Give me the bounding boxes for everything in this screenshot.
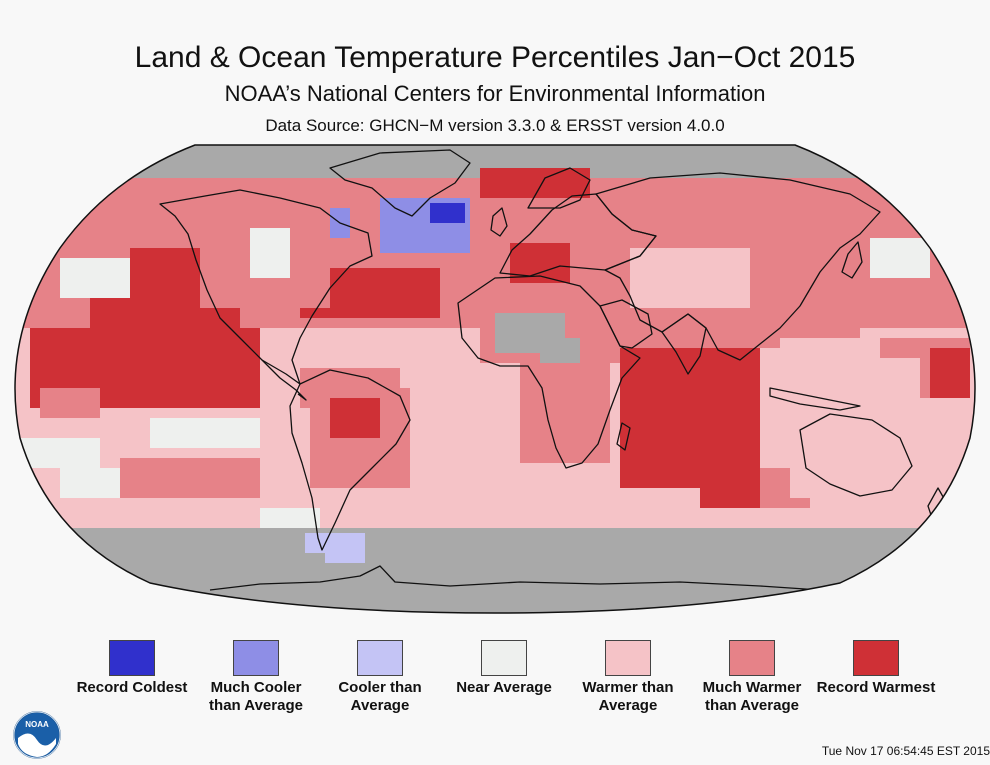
japan-outline xyxy=(841,241,863,279)
grid-cell-much-warmer xyxy=(120,458,260,498)
greenland-outline xyxy=(329,149,471,217)
grid-cell-record-warmest xyxy=(330,398,380,438)
legend-item-cooler: Cooler than Average xyxy=(318,640,442,715)
noaa-logo: NOAA xyxy=(13,711,61,759)
indonesia-outline xyxy=(769,387,861,411)
percentile-grid xyxy=(15,168,975,613)
logo-text: NOAA xyxy=(25,720,49,729)
legend-label: Near Average xyxy=(456,679,552,696)
map-title: Land & Ocean Temperature Percentiles Jan… xyxy=(134,41,856,74)
grid-cell-warmer xyxy=(15,508,975,528)
grid-cell-near xyxy=(150,418,260,448)
grid-cell-record-warmest xyxy=(480,168,590,198)
south-america-outline xyxy=(289,369,411,551)
scandinavia-outline xyxy=(527,167,591,209)
grid-cell-cooler xyxy=(325,543,365,563)
legend-item-near-average: Near Average xyxy=(442,640,566,697)
legend-swatch xyxy=(481,640,527,676)
grid-cell-warmer xyxy=(780,338,880,398)
grid-cell-much-warmer xyxy=(40,388,100,418)
legend-item-record-warmest: Record Warmest xyxy=(814,640,938,697)
grid-cell-warmer xyxy=(420,438,530,498)
legend-item-record-coldest: Record Coldest xyxy=(70,640,194,697)
legend-label: Record Coldest xyxy=(76,679,188,696)
legend-swatch xyxy=(357,640,403,676)
india-outline xyxy=(661,313,707,375)
grid-cell-near xyxy=(870,238,930,278)
map-subtitle: NOAA’s National Centers for Environmenta… xyxy=(224,81,766,106)
antarctica-outline xyxy=(209,565,821,591)
madagascar-outline xyxy=(616,422,631,451)
grid-cell-record-warmest xyxy=(90,298,150,338)
grid-cell-near xyxy=(250,228,290,278)
grid-cell-warmer xyxy=(630,248,750,308)
grid-cell-near xyxy=(260,508,320,528)
legend-label: Warmer than Average xyxy=(582,679,674,714)
world-map xyxy=(14,144,976,614)
grid-cell-record-coldest xyxy=(430,203,465,223)
timestamp: Tue Nov 17 06:54:45 EST 2015 xyxy=(821,744,990,758)
legend-label: Cooler than Average xyxy=(338,679,422,714)
asia-outline xyxy=(595,172,881,361)
legend-swatch xyxy=(729,640,775,676)
data-source: Data Source: GHCN−M version 3.3.0 & ERSS… xyxy=(265,116,725,135)
grid-cell-much-warmer xyxy=(520,363,610,463)
africa-outline xyxy=(457,275,641,469)
legend-label: Much Cooler than Average xyxy=(209,679,303,714)
grid-cell-warmer xyxy=(790,418,910,498)
legend-swatch xyxy=(233,640,279,676)
legend: Record Coldest Much Cooler than Average … xyxy=(70,640,970,735)
legend-label: Much Warmer than Average xyxy=(702,679,802,714)
north-america-outline xyxy=(159,189,373,385)
continent-outlines xyxy=(159,149,947,591)
australia-outline xyxy=(799,413,913,497)
legend-item-much-cooler: Much Cooler than Average xyxy=(194,640,318,715)
legend-item-much-warmer: Much Warmer than Average xyxy=(690,640,814,715)
grid-cell-record-warmest xyxy=(930,348,970,398)
legend-swatch xyxy=(605,640,651,676)
grid-cell-near xyxy=(60,468,120,498)
grid-cell-near xyxy=(60,258,130,298)
britain-outline xyxy=(490,207,508,237)
legend-swatch xyxy=(109,640,155,676)
central-america-outline xyxy=(261,359,307,401)
grid-cell-record-warmest xyxy=(700,418,760,508)
legend-label: Record Warmest xyxy=(816,679,936,696)
legend-item-warmer: Warmer than Average xyxy=(566,640,690,715)
arabia-outline xyxy=(599,299,653,349)
legend-swatch xyxy=(853,640,899,676)
grid-cell-near xyxy=(20,438,100,468)
